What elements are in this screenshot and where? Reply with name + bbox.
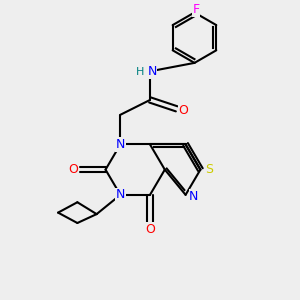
Text: N: N: [147, 65, 157, 78]
Text: N: N: [116, 138, 125, 151]
Text: O: O: [145, 223, 155, 236]
Text: N: N: [189, 190, 199, 203]
Text: O: O: [178, 104, 188, 117]
Text: S: S: [205, 163, 213, 176]
Text: H: H: [136, 67, 145, 77]
Text: O: O: [68, 163, 78, 176]
Text: F: F: [192, 3, 200, 16]
Text: N: N: [116, 188, 125, 201]
